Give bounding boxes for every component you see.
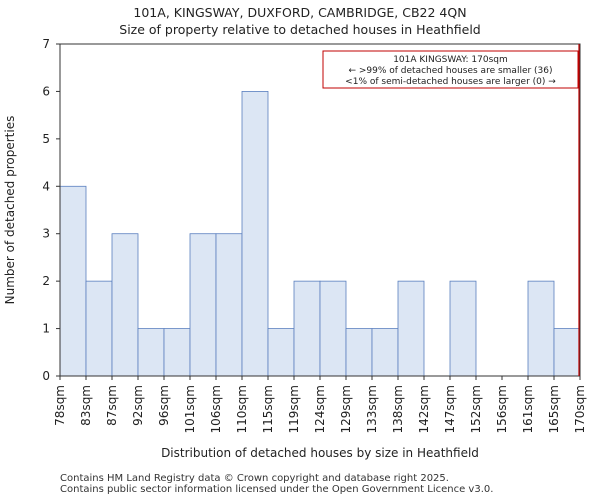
x-tick-label: 142sqm (417, 385, 431, 433)
x-tick-label: 96sqm (157, 385, 171, 426)
x-tick-label: 129sqm (339, 385, 353, 433)
annotation-line-2: ← >99% of detached houses are smaller (3… (348, 66, 552, 76)
bar-138sqm (397, 280, 425, 377)
bar-78sqm (59, 185, 87, 377)
x-tick-label: 119sqm (287, 385, 301, 433)
y-tick-label: 1 (42, 322, 50, 336)
bar-101sqm (189, 233, 217, 377)
y-tick-label: 7 (42, 37, 50, 51)
x-tick-label: 152sqm (469, 385, 483, 433)
bar-110sqm (241, 91, 269, 377)
bars-group (59, 91, 581, 377)
bar-147sqm (449, 280, 477, 377)
x-tick-label: 92sqm (131, 385, 145, 426)
x-tick-label: 133sqm (365, 385, 379, 433)
y-tick-label: 4 (42, 179, 50, 193)
bar-83sqm (85, 280, 113, 377)
x-tick-label: 78sqm (53, 385, 67, 426)
bar-106sqm (215, 233, 243, 377)
bar-115sqm (267, 328, 295, 377)
x-tick-label: 87sqm (105, 385, 119, 426)
x-tick-label: 161sqm (521, 385, 535, 433)
x-axis-label: Distribution of detached houses by size … (161, 446, 479, 460)
chart-title: 101A, KINGSWAY, DUXFORD, CAMBRIDGE, CB22… (133, 5, 467, 20)
bar-124sqm (319, 280, 347, 377)
x-tick-label: 110sqm (235, 385, 249, 433)
bar-87sqm (111, 233, 139, 377)
x-tick-label: 138sqm (391, 385, 405, 433)
bar-161sqm (527, 280, 555, 377)
y-axis: 0 1 2 3 4 5 6 7 (42, 37, 60, 383)
annotation-line-1: 101A KINGSWAY: 170sqm (393, 55, 508, 65)
chart-subtitle: Size of property relative to detached ho… (119, 22, 481, 37)
x-tick-label: 124sqm (313, 385, 327, 433)
x-axis: 78sqm 83sqm 87sqm 92sqm 96sqm 101sqm 106sqm 110… (53, 376, 587, 433)
x-tick-label: 83sqm (79, 385, 93, 426)
y-tick-label: 0 (42, 369, 50, 383)
bar-133sqm (371, 328, 399, 377)
annotation-box: 101A KINGSWAY: 170sqm ← >99% of detached… (322, 50, 579, 89)
y-tick-label: 2 (42, 274, 50, 288)
x-tick-label: 115sqm (261, 385, 275, 433)
x-tick-label: 147sqm (443, 385, 457, 433)
bar-165sqm (553, 328, 581, 377)
footer-copyright: Contains HM Land Registry data © Crown c… (60, 473, 449, 484)
bar-96sqm (163, 328, 191, 377)
x-tick-label: 106sqm (209, 385, 223, 433)
x-tick-label: 165sqm (547, 385, 561, 433)
y-tick-label: 5 (42, 132, 50, 146)
bar-92sqm (137, 328, 165, 377)
y-tick-label: 3 (42, 227, 50, 241)
y-axis-label: Number of detached properties (3, 116, 17, 305)
x-tick-label: 101sqm (183, 385, 197, 433)
annotation-border (322, 50, 579, 89)
y-tick-label: 6 (42, 84, 50, 98)
bar-119sqm (293, 280, 321, 377)
bar-129sqm (345, 328, 373, 377)
annotation-line-3: <1% of semi-detached houses are larger (… (345, 77, 556, 87)
footer-licence: Contains public sector information licen… (60, 484, 494, 495)
x-tick-label: 170sqm (573, 385, 587, 433)
x-tick-label: 156sqm (495, 385, 509, 433)
